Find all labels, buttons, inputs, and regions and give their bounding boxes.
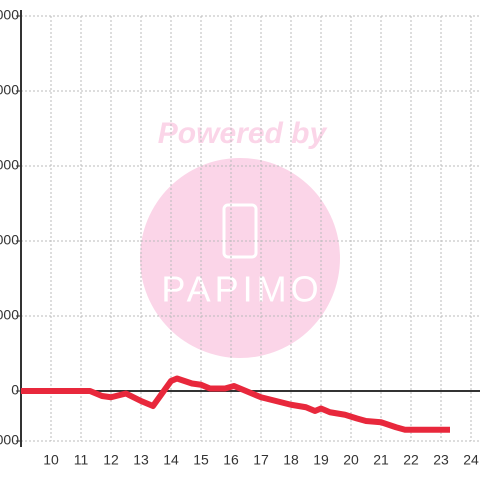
y-tick-label: 0: [11, 382, 19, 398]
x-tick-label: 16: [223, 452, 239, 468]
watermark-text: Powered by: [158, 117, 328, 150]
x-tick-label: 15: [193, 452, 209, 468]
y-tick-label: 120,000: [0, 82, 19, 98]
y-tick-label: 60,000: [0, 232, 19, 248]
x-tick-label: 14: [163, 452, 179, 468]
x-tick-label: 11: [74, 452, 89, 468]
y-tick-label: -20,000: [0, 432, 19, 448]
watermark: Powered by PAPIMO: [140, 117, 340, 358]
x-tick-label: 12: [103, 452, 119, 468]
watermark-icon: [222, 203, 258, 259]
y-tick-label: 90,000: [0, 157, 19, 173]
watermark-logo: PAPIMO: [161, 269, 322, 310]
x-tick-label: 19: [313, 452, 329, 468]
x-tick-label: 17: [253, 452, 269, 468]
x-tick-label: 21: [373, 452, 389, 468]
x-tick-label: 10: [43, 452, 59, 468]
y-tick-label: 30,000: [0, 307, 19, 323]
x-tick-label: 23: [433, 452, 449, 468]
x-tick-label: 24: [463, 452, 479, 468]
x-tick-label: 22: [403, 452, 419, 468]
x-tick-label: 18: [283, 452, 299, 468]
x-tick-label: 13: [133, 452, 149, 468]
x-tick-label: 20: [343, 452, 359, 468]
y-tick-label: 150,000: [0, 7, 19, 23]
data-line: [21, 375, 450, 433]
